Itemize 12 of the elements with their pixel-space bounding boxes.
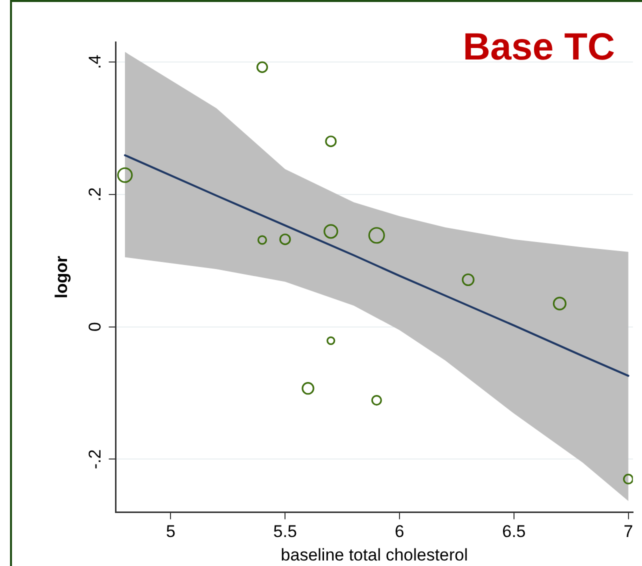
y-tick-label: -.2 [86, 449, 105, 470]
chart-title: Base TC [462, 26, 615, 68]
x-tick-label: 5.5 [273, 522, 297, 542]
y-tick-label: .2 [86, 187, 105, 202]
x-tick-label: 6.5 [502, 522, 526, 542]
y-axis-title: logor [52, 255, 71, 298]
y-tick-label: 0 [86, 322, 105, 332]
y-tick-label: .4 [86, 54, 105, 69]
x-tick-label: 5 [166, 522, 176, 542]
x-tick-label: 7 [624, 522, 634, 542]
x-tick-label: 6 [394, 522, 404, 542]
x-axis-title: baseline total cholesterol [280, 545, 468, 564]
